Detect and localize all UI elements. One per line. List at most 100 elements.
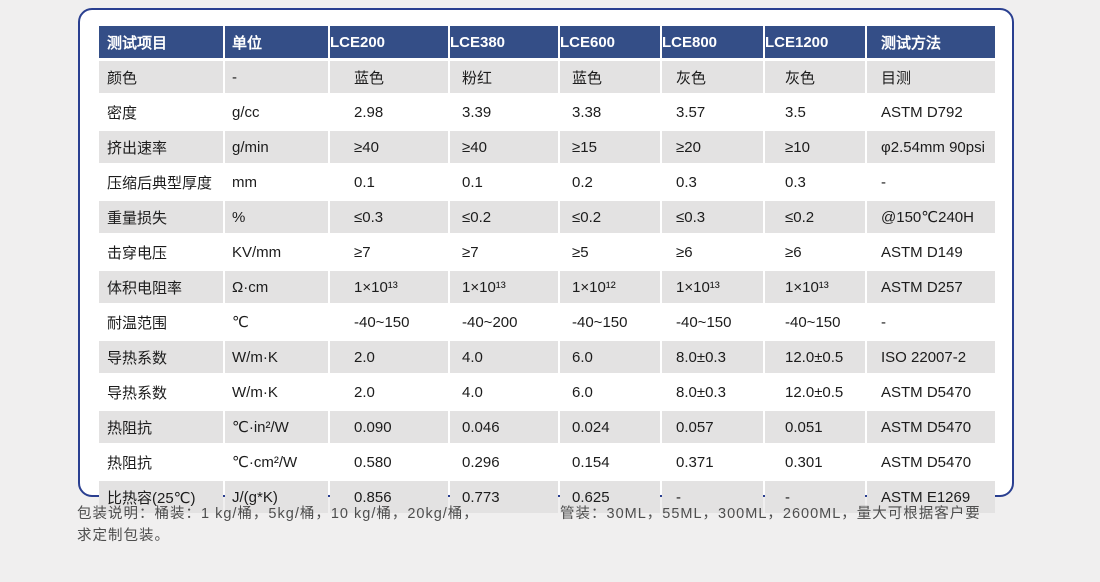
table-cell: W/m·K — [225, 341, 328, 373]
table-cell: ≥40 — [330, 131, 448, 163]
table-cell: ASTM D5470 — [867, 376, 995, 408]
table-cell: 6.0 — [560, 341, 660, 373]
table-cell: 0.057 — [662, 411, 763, 443]
table-cell: - — [662, 481, 763, 513]
table-cell: 热阻抗 — [99, 446, 223, 478]
table-row: 压缩后典型厚度 mm 0.1 0.1 0.2 0.3 0.3- — [99, 166, 995, 198]
table-cell: ℃·cm²/W — [225, 446, 328, 478]
table-cell: KV/mm — [225, 236, 328, 268]
table-cell: ≥6 — [765, 236, 865, 268]
table-cell: 8.0±0.3 — [662, 376, 763, 408]
table-cell: @150℃240H — [867, 201, 995, 233]
table-body: 颜色 - 蓝色 粉红 蓝色 灰色 灰色 目测 密度 g/cc 2.98 3.39 3.38 3.57 3.5… — [99, 61, 995, 513]
table-cell: 目测 — [867, 61, 995, 93]
table-cell: 3.57 — [662, 96, 763, 128]
table-cell: 挤出速率 — [99, 131, 223, 163]
table-cell: ≥7 — [450, 236, 558, 268]
table-cell: - — [225, 61, 328, 93]
table-cell: 12.0±0.5 — [765, 376, 865, 408]
table-cell: ≤0.3 — [330, 201, 448, 233]
table-cell: ≤0.2 — [560, 201, 660, 233]
table-cell: 0.856 — [330, 481, 448, 513]
packaging-note-barrel: 包装说明：桶装：1 kg/桶，5kg/桶，10 kg/桶，20kg/桶， — [77, 506, 479, 522]
packaging-note-continuation: 求定制包装。 — [77, 528, 170, 544]
table-cell: ASTM D149 — [867, 236, 995, 268]
table-cell: 粉红 — [450, 61, 558, 93]
table-cell: ASTM D5470 — [867, 446, 995, 478]
table-cell: 导热系数 — [99, 341, 223, 373]
packaging-note-line1: 包装说明：桶装：1 kg/桶，5kg/桶，10 kg/桶，20kg/桶， 管装：… — [77, 503, 1017, 525]
column-header-7: 测试方法 — [867, 26, 995, 58]
table-cell: 3.5 — [765, 96, 865, 128]
table-row: 热阻抗 ℃·in²/W 0.090 0.046 0.024 0.057 0.051 ASTM … — [99, 411, 995, 443]
table-cell: 0.301 — [765, 446, 865, 478]
table-cell: 6.0 — [560, 376, 660, 408]
table-cell: ≥20 — [662, 131, 763, 163]
table-cell: ISO 22007-2 — [867, 341, 995, 373]
table-cell: 重量损失 — [99, 201, 223, 233]
table-cell: 0.2 — [560, 166, 660, 198]
table-row: 密度 g/cc 2.98 3.39 3.38 3.57 3.5 ASTM D792 — [99, 96, 995, 128]
table-row: 热阻抗 ℃·cm²/W 0.580 0.296 0.154 0.371 0.301 ASTM … — [99, 446, 995, 478]
table-cell: 0.580 — [330, 446, 448, 478]
table-cell: ASTM E1269 — [867, 481, 995, 513]
column-header-2: LCE200 — [330, 26, 448, 58]
table-cell: 灰色 — [662, 61, 763, 93]
table-cell: 0.3 — [765, 166, 865, 198]
table-cell: 0.154 — [560, 446, 660, 478]
table-cell: ASTM D792 — [867, 96, 995, 128]
column-header-1: 单位 — [225, 26, 328, 58]
table-cell: 4.0 — [450, 376, 558, 408]
table-cell: % — [225, 201, 328, 233]
table-cell: ≥40 — [450, 131, 558, 163]
table-cell: 3.39 — [450, 96, 558, 128]
table-cell: ≥5 — [560, 236, 660, 268]
table-cell: 1×10¹³ — [765, 271, 865, 303]
table-cell: 颜色 — [99, 61, 223, 93]
table-cell: 0.3 — [662, 166, 763, 198]
table-cell: ASTM D257 — [867, 271, 995, 303]
table-cell: 0.024 — [560, 411, 660, 443]
column-header-0: 测试项目 — [99, 26, 223, 58]
table-cell: 0.1 — [330, 166, 448, 198]
table-cell: 热阻抗 — [99, 411, 223, 443]
table-cell: -40~200 — [450, 306, 558, 338]
table-cell: 4.0 — [450, 341, 558, 373]
table-cell: 0.1 — [450, 166, 558, 198]
table-row: 体积电阻率 Ω·cm 1×10¹³ 1×10¹³ 1×10¹² 1×10¹³ 1×10¹³ A… — [99, 271, 995, 303]
table-cell: ≥15 — [560, 131, 660, 163]
table-cell: J/(g*K) — [225, 481, 328, 513]
packaging-note-tube: 管装：30ML，55ML，300ML，2600ML，量大可根据客户要 — [560, 506, 981, 522]
table-cell: 蓝色 — [330, 61, 448, 93]
product-spec-table: 测试项目 单位 LCE200 LCE380 LCE600 LCE800 LCE1200 测试方… — [97, 23, 997, 516]
table-cell: φ2.54mm 90psi — [867, 131, 995, 163]
table-cell: 0.625 — [560, 481, 660, 513]
table-cell: 2.98 — [330, 96, 448, 128]
table-cell: 3.38 — [560, 96, 660, 128]
table-cell: 0.090 — [330, 411, 448, 443]
table-cell: ASTM D5470 — [867, 411, 995, 443]
table-cell: g/cc — [225, 96, 328, 128]
table-cell: 灰色 — [765, 61, 865, 93]
table-row: 击穿电压 KV/mm ≥7 ≥7 ≥5 ≥6 ≥6 ASTM D149 — [99, 236, 995, 268]
column-header-3: LCE380 — [450, 26, 558, 58]
column-header-4: LCE600 — [560, 26, 660, 58]
table-cell: 导热系数 — [99, 376, 223, 408]
table-cell: ≥6 — [662, 236, 763, 268]
table-cell: ℃·in²/W — [225, 411, 328, 443]
table-cell: 8.0±0.3 — [662, 341, 763, 373]
table-cell: 0.051 — [765, 411, 865, 443]
table-cell: 2.0 — [330, 376, 448, 408]
table-cell: -40~150 — [765, 306, 865, 338]
packaging-note: 包装说明：桶装：1 kg/桶，5kg/桶，10 kg/桶，20kg/桶， 管装：… — [77, 503, 1017, 547]
table-cell: ℃ — [225, 306, 328, 338]
table-cell: ≥7 — [330, 236, 448, 268]
column-header-5: LCE800 — [662, 26, 763, 58]
table-cell: 压缩后典型厚度 — [99, 166, 223, 198]
table-cell: 1×10¹³ — [662, 271, 763, 303]
table-cell: -40~150 — [330, 306, 448, 338]
table-cell: 击穿电压 — [99, 236, 223, 268]
table-row: 耐温范围 ℃ -40~150 -40~200 -40~150 -40~150 -40~150… — [99, 306, 995, 338]
table-row: 比热容(25℃) J/(g*K) 0.856 0.773 0.625- - ASTM E12… — [99, 481, 995, 513]
table-cell: ≥10 — [765, 131, 865, 163]
